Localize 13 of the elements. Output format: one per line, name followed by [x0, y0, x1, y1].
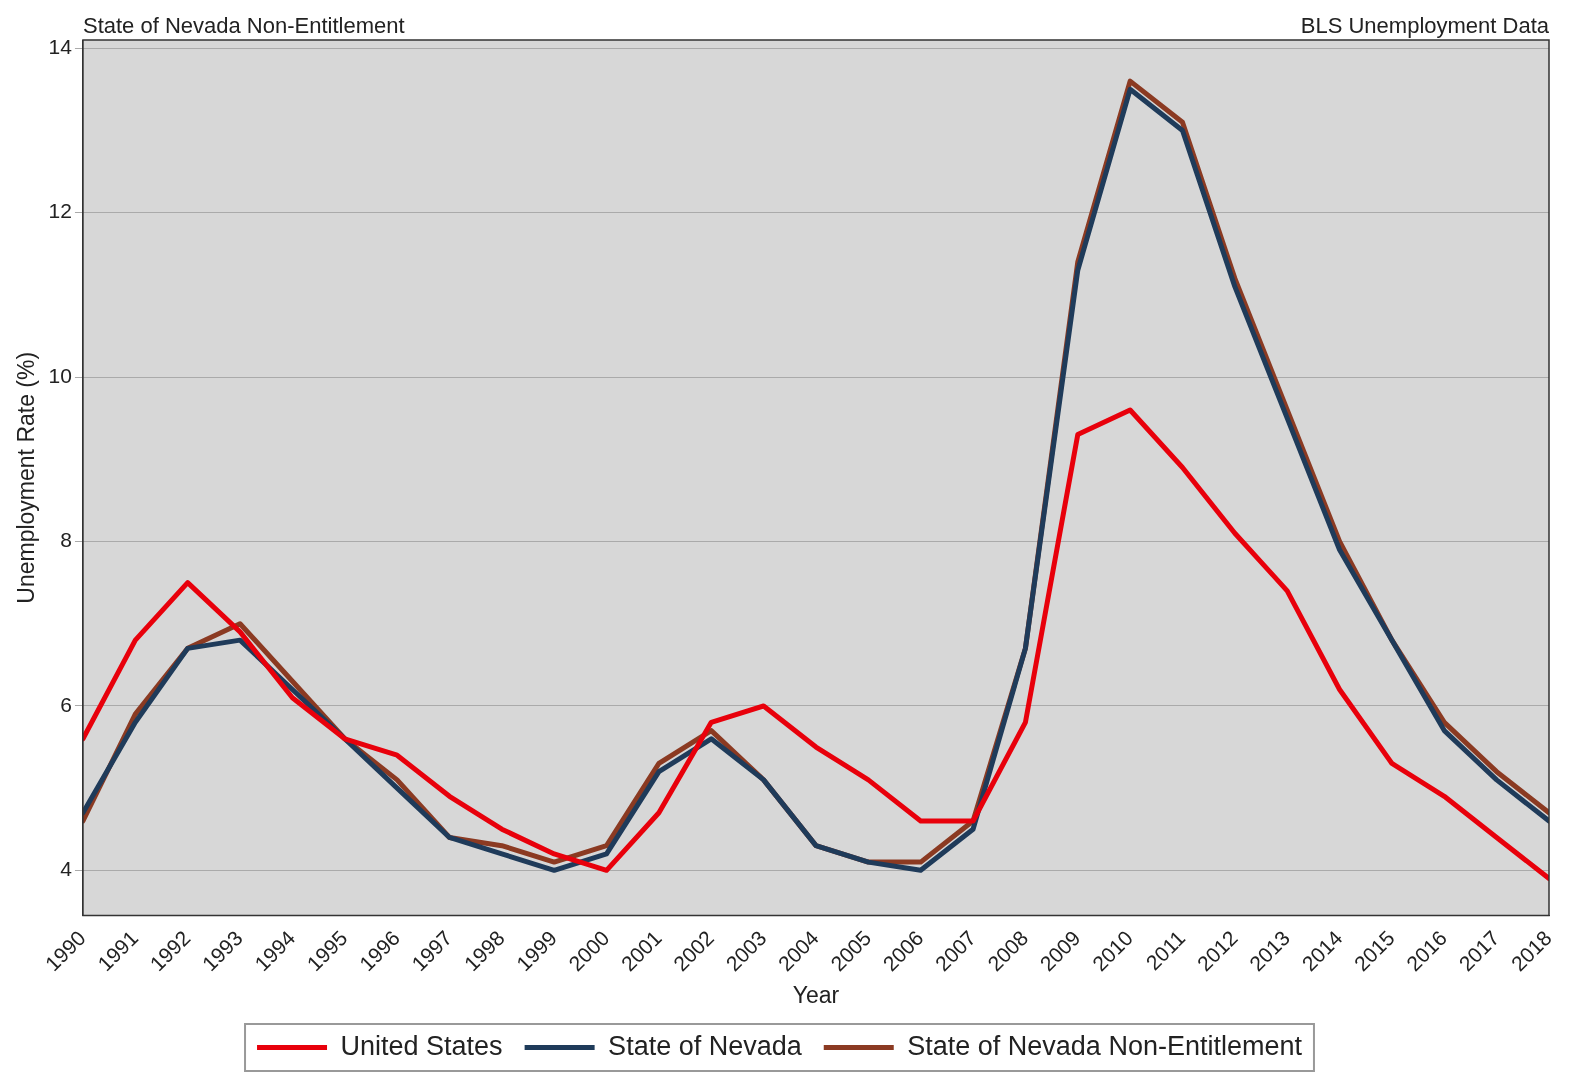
x-axis-title: Year [792, 981, 840, 1008]
y-tick-label: 14 [48, 35, 73, 59]
legend-label: State of Nevada [608, 1030, 803, 1061]
y-axis-title: Unemployment Rate (%) [13, 351, 40, 604]
chart-title: State of Nevada Non-Entitlement [82, 13, 405, 39]
legend-label: United States [340, 1030, 503, 1061]
text: BLS Unemployment Data [1300, 13, 1550, 39]
y-tick-label: 6 [60, 692, 72, 716]
legend-label: State of Nevada Non-Entitlement [907, 1030, 1303, 1061]
y-tick-label: 10 [48, 363, 72, 387]
y-tick-label: 12 [48, 199, 72, 223]
y-tick-label: 8 [60, 528, 72, 552]
y-tick-label: 4 [60, 857, 73, 881]
